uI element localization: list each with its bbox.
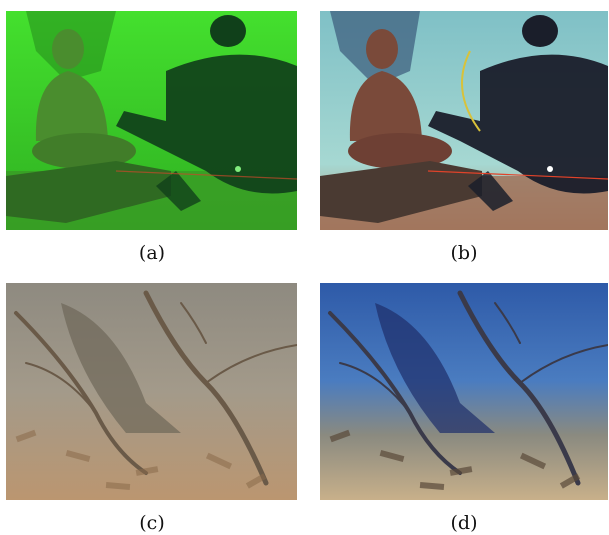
- buddha-diver-photo-raw: [6, 11, 297, 230]
- buddha-diver-photo-enhanced: [320, 11, 608, 230]
- tree-branches-photo-enhanced: [320, 283, 608, 500]
- tree-branches-photo-raw: [6, 283, 297, 500]
- caption-c: (c): [139, 512, 165, 534]
- image-panel-a: [6, 11, 297, 230]
- caption-b: (b): [450, 242, 478, 264]
- caption-d: (d): [450, 512, 478, 534]
- image-panel-d: [320, 283, 608, 500]
- image-panel-c: [6, 283, 297, 500]
- caption-a: (a): [138, 242, 166, 264]
- image-panel-b: [320, 11, 608, 230]
